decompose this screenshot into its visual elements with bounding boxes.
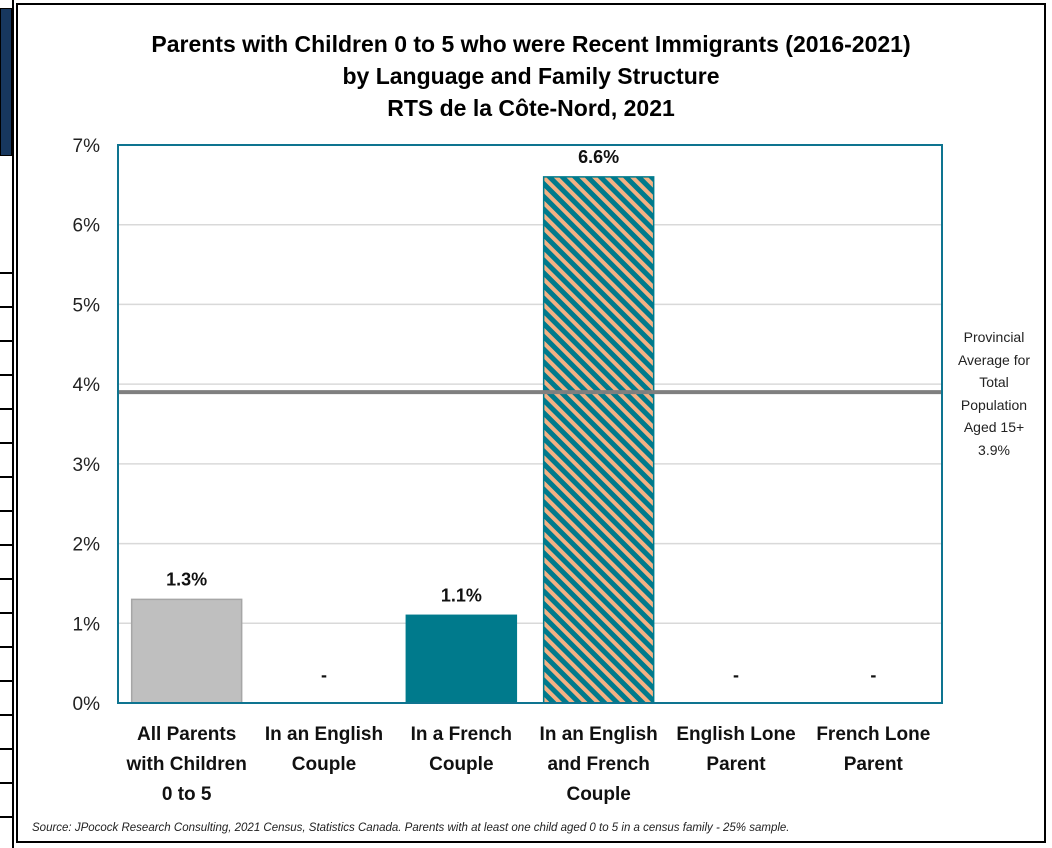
x-tick-label: Couple [566,784,630,805]
edge-tick [0,510,12,512]
left-edge-strip [0,0,14,848]
x-tick-label: All Parents [137,724,236,745]
chart-title-line-3: RTS de la Côte-Nord, 2021 [387,95,675,121]
edge-tick [0,442,12,444]
reference-label-line: 3.9% [978,441,1010,458]
edge-tick [0,272,12,274]
reference-label-line: Aged 15+ [963,419,1025,435]
bar [405,614,518,704]
x-tick-label: In an English [265,724,383,745]
bar [542,176,655,704]
edge-tick [0,578,12,580]
edge-tick [0,816,12,818]
plot-area-border [117,144,943,704]
edge-tick [0,748,12,750]
data-label: 1.3% [166,569,207,589]
x-tick-label: Parent [844,754,904,775]
reference-label-line: Provincial [963,329,1025,345]
source-note: Source: JPocock Research Consulting, 202… [32,822,790,834]
x-tick-label: Couple [429,754,493,775]
y-tick-label: 7% [73,136,101,157]
edge-tick [0,476,12,478]
bar [130,598,243,704]
reference-label-line: Population [960,396,1028,413]
y-tick-label: 5% [73,295,101,316]
dark-edge-block [0,8,12,156]
data-label: - [733,665,739,685]
edge-tick [0,714,12,716]
data-label: 6.6% [578,147,619,167]
y-tick-label: 3% [73,455,101,476]
edge-tick [0,782,12,784]
edge-tick [0,374,12,376]
chart-title-line-2: by Language and Family Structure [342,63,720,89]
x-tick-label: In an English [540,724,658,745]
edge-tick [0,306,12,308]
reference-label-line: Total [979,374,1009,390]
data-label: - [870,665,876,685]
reference-line-label: Provincial Average for Total Population … [940,326,1048,461]
y-tick-label: 6% [73,216,101,237]
y-tick-label: 1% [73,614,101,635]
edge-tick [0,680,12,682]
chart-title-line-1: Parents with Children 0 to 5 who were Re… [151,31,911,57]
edge-tick [0,408,12,410]
x-tick-label: with Children [126,754,247,775]
data-label: 1.1% [441,585,482,605]
x-tick-label: Couple [292,754,356,775]
y-tick-label: 0% [73,694,101,715]
data-label: - [321,665,327,685]
y-tick-label: 4% [73,375,101,396]
x-tick-label: Parent [706,754,766,775]
edge-tick [0,646,12,648]
x-tick-label: 0 to 5 [162,784,212,805]
edge-tick [0,544,12,546]
edge-tick [0,612,12,614]
x-tick-label: French Lone [816,724,930,745]
reference-label-line: Average for [957,351,1031,368]
chart-title: Parents with Children 0 to 5 who were Re… [16,28,1046,124]
edge-tick [0,340,12,342]
x-tick-label: In a French [411,724,512,745]
x-tick-label: English Lone [676,724,795,745]
y-tick-label: 2% [73,535,101,556]
x-tick-label: and French [547,754,649,775]
